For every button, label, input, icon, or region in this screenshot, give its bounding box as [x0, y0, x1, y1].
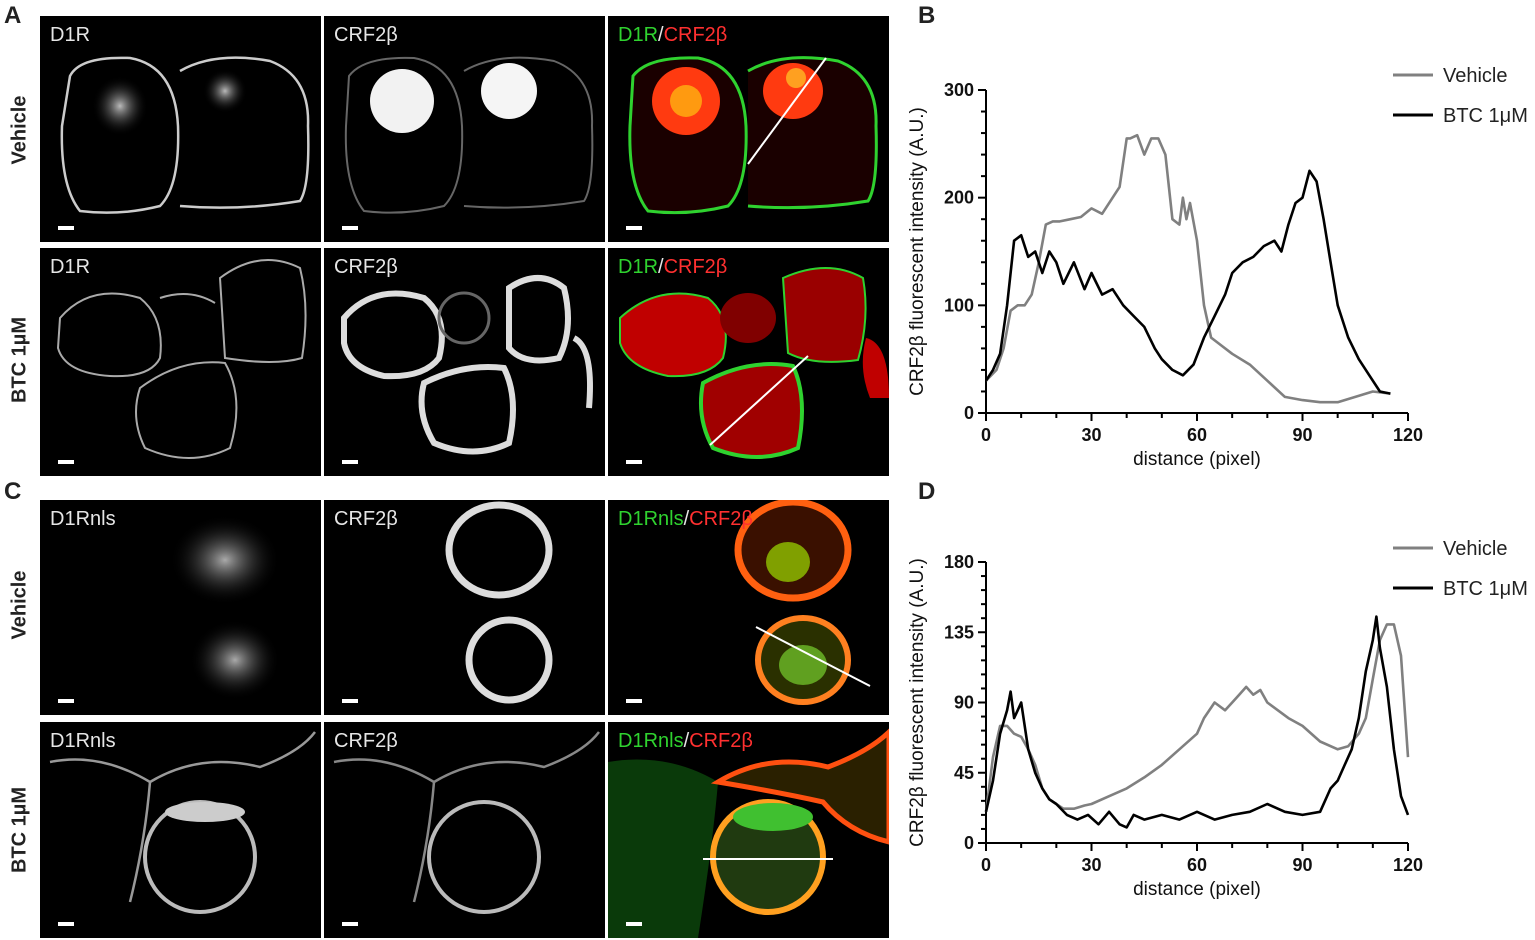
- x-tick-label: 120: [1393, 855, 1423, 875]
- legend-label: Vehicle: [1443, 65, 1508, 87]
- micrograph-a-btc-d1r: D1R: [40, 248, 321, 476]
- channel-label: D1Rnls/CRF2β: [618, 508, 753, 530]
- y-tick-label: 45: [954, 763, 974, 783]
- scale-bar: [342, 460, 358, 464]
- scale-bar: [58, 699, 74, 703]
- x-tick-label: 30: [1081, 425, 1101, 445]
- micrograph-c-btc-merge: D1Rnls/CRF2β: [608, 722, 889, 938]
- y-tick-label: 0: [964, 403, 974, 423]
- x-tick-label: 60: [1187, 425, 1207, 445]
- cell-image: [608, 728, 889, 938]
- row-label-c-vehicle: Vehicle: [8, 570, 31, 640]
- y-tick-label: 180: [944, 552, 974, 572]
- scale-bar: [626, 226, 642, 230]
- cell-image: [333, 731, 600, 914]
- cell-image: [734, 500, 871, 705]
- line-profile: [709, 355, 809, 446]
- scale-bar: [58, 922, 74, 926]
- y-tick-label: 0: [964, 833, 974, 853]
- legend-label: Vehicle: [1443, 538, 1508, 560]
- channel-label: CRF2β: [334, 24, 398, 46]
- line-profile: [755, 626, 871, 687]
- series-line-btc: [984, 169, 1391, 395]
- series-line-btc: [984, 615, 1410, 829]
- y-tick-label: 300: [944, 80, 974, 100]
- channel-label: CRF2β: [334, 256, 398, 278]
- x-axis-label: distance (pixel): [1133, 879, 1261, 900]
- panel-letter-b: B: [918, 2, 936, 29]
- x-tick-label: 120: [1393, 425, 1423, 445]
- legend-label: BTC 1μM: [1443, 105, 1528, 127]
- row-label-c-btc: BTC 1µM: [8, 787, 31, 873]
- scale-bar: [342, 922, 358, 926]
- cell-image: [628, 56, 878, 215]
- x-tick-label: 0: [981, 425, 991, 445]
- y-tick-label: 90: [954, 693, 974, 713]
- panel-letter-a: A: [4, 2, 22, 29]
- y-tick-label: 135: [944, 622, 974, 642]
- channel-label: D1Rnls: [50, 730, 116, 752]
- cell-image: [49, 731, 316, 914]
- micrograph-a-vehicle-d1r: D1R: [40, 16, 321, 242]
- micrograph-c-vehicle-d1rnls: D1Rnls: [40, 500, 321, 715]
- channel-label: D1R: [50, 256, 91, 278]
- x-tick-label: 60: [1187, 855, 1207, 875]
- panel-letter-c: C: [4, 478, 22, 505]
- channel-label: CRF2β: [334, 730, 398, 752]
- chart-d: 0 30 60 90 120 0 45 90 135 180 distance (pixel) CRF…: [907, 538, 1528, 900]
- micrograph-c-vehicle-merge: D1Rnls/CRF2β: [608, 500, 889, 715]
- cell-image: [341, 275, 593, 455]
- y-axis-label: CRF2β fluorescent intensity (A.U.): [907, 107, 928, 396]
- channel-label: D1R/CRF2β: [618, 24, 728, 46]
- row-label-a-vehicle: Vehicle: [8, 95, 31, 165]
- x-tick-label: 30: [1081, 855, 1101, 875]
- micrograph-c-btc-d1rnls: D1Rnls: [40, 722, 321, 938]
- scale-bar: [58, 460, 74, 464]
- series-line-vehicle: [984, 623, 1410, 812]
- legend-label: BTC 1μM: [1443, 578, 1528, 600]
- x-tick-label: 0: [981, 855, 991, 875]
- channel-label: D1Rnls/CRF2β: [618, 730, 753, 752]
- channel-label: D1R/CRF2β: [618, 256, 728, 278]
- channel-label: D1Rnls: [50, 508, 116, 530]
- panel-letter-d: D: [918, 478, 936, 505]
- row-label-a-btc: BTC 1µM: [8, 317, 31, 403]
- x-axis-label: distance (pixel): [1133, 449, 1261, 470]
- channel-label: CRF2β: [334, 508, 398, 530]
- micrograph-a-vehicle-crf: CRF2β: [324, 16, 605, 242]
- cell-image: [344, 56, 594, 214]
- y-tick-label: 100: [944, 295, 974, 315]
- scale-bar: [626, 922, 642, 926]
- scale-bar: [626, 699, 642, 703]
- chart-b: 0 30 60 90 120 0 100 200 300 distance (pixel) CRF2…: [907, 65, 1528, 470]
- micrograph-c-btc-crf: CRF2β: [324, 722, 605, 938]
- micrograph-a-vehicle-merge: D1R/CRF2β: [608, 16, 889, 242]
- x-tick-label: 90: [1292, 425, 1312, 445]
- cell-image: [60, 56, 310, 214]
- line-profile: [747, 57, 827, 165]
- series-line-vehicle: [985, 133, 1391, 404]
- x-tick-label: 90: [1292, 855, 1312, 875]
- cell-image: [619, 267, 889, 459]
- scale-bar: [342, 226, 358, 230]
- y-axis-label: CRF2β fluorescent intensity (A.U.): [907, 558, 928, 847]
- micrograph-a-btc-crf: CRF2β: [324, 248, 605, 476]
- cell-image: [170, 515, 280, 700]
- cell-image: [445, 501, 553, 704]
- scale-bar: [626, 460, 642, 464]
- y-tick-label: 200: [944, 188, 974, 208]
- scale-bar: [58, 226, 74, 230]
- cell-image: [56, 259, 307, 459]
- micrograph-c-vehicle-crf: CRF2β: [324, 500, 605, 715]
- scale-bar: [342, 699, 358, 703]
- micrograph-a-btc-merge: D1R/CRF2β: [608, 248, 889, 476]
- channel-label: D1R: [50, 24, 91, 46]
